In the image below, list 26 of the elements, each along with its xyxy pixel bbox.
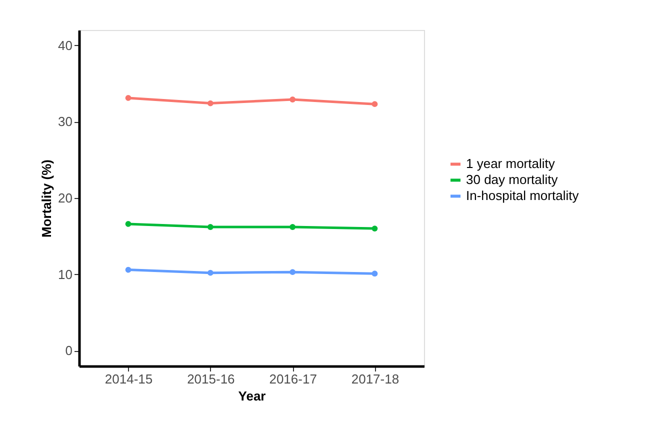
- point: [372, 270, 378, 277]
- point: [125, 95, 132, 101]
- point: [290, 96, 296, 102]
- point: [207, 224, 214, 230]
- point: [290, 269, 296, 276]
- x-axis-title: Year: [238, 388, 266, 404]
- x-tick-label: 2015-16: [187, 372, 235, 386]
- y-axis-title: Mortality (%): [39, 160, 54, 238]
- point: [372, 226, 378, 232]
- point: [372, 101, 378, 108]
- y-tick-label: 0: [65, 343, 72, 358]
- y-tick-label: 10: [58, 266, 72, 282]
- x-tick-label: 2017-18: [351, 372, 400, 386]
- point: [290, 224, 296, 230]
- y-tick-label: 40: [58, 38, 72, 53]
- point: [207, 100, 214, 106]
- point: [125, 221, 132, 227]
- legend-label: In-hospital mortality: [466, 188, 580, 204]
- legend-label: 1 year mortality: [466, 156, 556, 172]
- y-tick-label: 30: [58, 114, 72, 130]
- x-tick-label: 2014-15: [104, 372, 153, 386]
- point: [125, 266, 132, 273]
- x-tick-label: 2016-17: [269, 372, 317, 386]
- y-tick-label: 20: [58, 190, 72, 206]
- legend-label: 30 day mortality: [466, 172, 558, 188]
- point: [207, 270, 214, 276]
